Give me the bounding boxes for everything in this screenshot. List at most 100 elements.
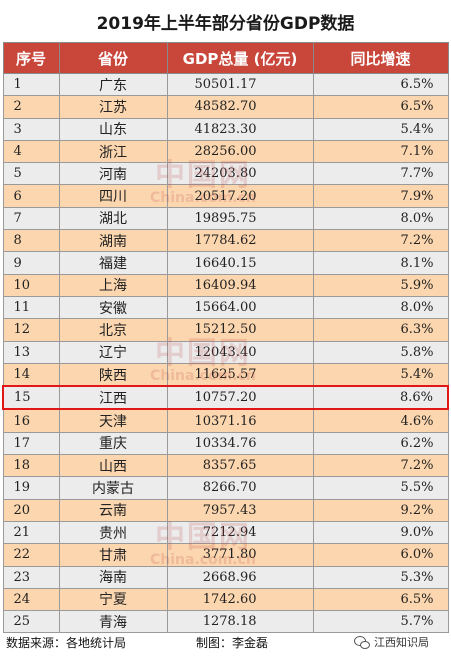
- cell-gdp: 10334.76: [166, 431, 314, 456]
- table-row: 23 海南 2668.96 5.3%: [2, 565, 449, 589]
- cell-growth: 5.3%: [312, 565, 449, 589]
- cell-gdp: 3771.80: [166, 543, 314, 567]
- table-row: 14 陕西 11625.57 5.4%: [2, 362, 449, 387]
- cell-no: 10: [2, 273, 60, 297]
- cell-gdp: 20517.20: [166, 184, 314, 208]
- table-row: 17 重庆 10334.76 6.2%: [2, 431, 449, 456]
- cell-gdp: 11625.57: [166, 362, 314, 387]
- table-row: 11 安徽 15664.00 8.0%: [2, 295, 449, 320]
- cell-growth: 7.9%: [312, 184, 449, 208]
- page-title: 2019年上半年部分省份GDP数据: [96, 13, 355, 34]
- cell-province: 河南: [58, 162, 168, 186]
- cell-growth: 7.1%: [312, 139, 449, 164]
- cell-growth: 5.9%: [312, 273, 449, 297]
- cell-province: 甘肃: [58, 543, 168, 567]
- cell-province: 北京: [58, 318, 168, 342]
- cell-no: 11: [2, 295, 60, 320]
- cell-gdp: 16409.94: [166, 273, 314, 297]
- cell-growth: 6.5%: [312, 587, 449, 612]
- table-row-highlighted: 15 江西 10757.20 8.6%: [2, 385, 449, 411]
- cell-gdp: 7957.43: [166, 498, 314, 522]
- table-row: 5 河南 24203.80 7.7%: [2, 162, 449, 186]
- cell-no: 21: [2, 520, 60, 545]
- table-row: 2 江苏 48582.70 6.5%: [2, 95, 449, 119]
- cell-gdp: 50501.17: [166, 72, 314, 97]
- table-row: 16 天津 10371.16 4.6%: [2, 408, 449, 433]
- table-body: 1 广东 50501.17 6.5% 2 江苏 48582.70 6.5% 3 山东 41823.3…: [2, 72, 449, 634]
- cell-growth: 5.5%: [312, 476, 449, 500]
- cell-growth: 7.2%: [312, 229, 449, 253]
- cell-province: 青海: [58, 610, 168, 634]
- cell-growth: 8.0%: [312, 295, 449, 320]
- cell-growth: 5.8%: [312, 340, 449, 364]
- cell-growth: 7.7%: [312, 162, 449, 186]
- cell-no: 13: [2, 340, 60, 364]
- cell-gdp: 7212.94: [166, 520, 314, 545]
- table-row: 24 宁夏 1742.60 6.5%: [2, 587, 449, 612]
- table-row: 20 云南 7957.43 9.2%: [2, 498, 449, 522]
- table-row: 4 浙江 28256.00 7.1%: [2, 139, 449, 164]
- cell-gdp: 19895.75: [166, 206, 314, 231]
- cell-gdp: 48582.70: [166, 95, 314, 119]
- cell-growth: 7.2%: [312, 454, 449, 478]
- table-row: 1 广东 50501.17 6.5%: [2, 72, 449, 97]
- cell-no: 20: [2, 498, 60, 522]
- cell-province: 贵州: [58, 520, 168, 545]
- cell-province: 天津: [58, 408, 168, 433]
- table-row: 6 四川 20517.20 7.9%: [2, 184, 449, 208]
- cell-growth: 9.2%: [312, 498, 449, 522]
- cell-province: 重庆: [58, 431, 168, 456]
- cell-province: 辽宁: [58, 340, 168, 364]
- cell-gdp: 12043.40: [166, 340, 314, 364]
- header-growth: 同比增速: [312, 42, 449, 74]
- cell-gdp: 15664.00: [166, 295, 314, 320]
- cell-no: 15: [2, 385, 60, 411]
- cell-gdp: 28256.00: [166, 139, 314, 164]
- cell-no: 22: [2, 543, 60, 567]
- cell-growth: 5.4%: [312, 362, 449, 387]
- cell-gdp: 24203.80: [166, 162, 314, 186]
- table-row: 3 山东 41823.30 5.4%: [2, 117, 449, 141]
- cell-growth: 9.0%: [312, 520, 449, 545]
- cell-gdp: 8266.70: [166, 476, 314, 500]
- cell-no: 7: [2, 206, 60, 231]
- footer-brand-label: 江西知识局: [374, 636, 429, 649]
- footer: 数据来源：各地统计局 制图：李金磊 江西知识局: [0, 626, 451, 660]
- cell-no: 9: [2, 251, 60, 275]
- cell-gdp: 2668.96: [166, 565, 314, 589]
- cell-province: 江苏: [58, 95, 168, 119]
- cell-no: 6: [2, 184, 60, 208]
- table-row: 21 贵州 7212.94 9.0%: [2, 520, 449, 545]
- cell-province: 陕西: [58, 362, 168, 387]
- table-row: 8 湖南 17784.62 7.2%: [2, 229, 449, 253]
- footer-brand: 江西知识局: [354, 634, 429, 650]
- table-row: 22 甘肃 3771.80 6.0%: [2, 543, 449, 567]
- cell-province: 江西: [58, 385, 168, 411]
- header-no: 序号: [2, 42, 60, 74]
- cell-no: 1: [2, 72, 60, 97]
- cell-gdp: 17784.62: [166, 229, 314, 253]
- cell-growth: 8.6%: [312, 385, 449, 411]
- cell-province: 福建: [58, 251, 168, 275]
- cell-no: 4: [2, 139, 60, 164]
- cell-no: 17: [2, 431, 60, 456]
- table-row: 18 山西 8357.65 7.2%: [2, 454, 449, 478]
- cell-province: 湖北: [58, 206, 168, 231]
- cell-province: 宁夏: [58, 587, 168, 612]
- cell-province: 山西: [58, 454, 168, 478]
- cell-growth: 6.5%: [312, 95, 449, 119]
- cell-no: 19: [2, 476, 60, 500]
- table-header-row: 序号 省份 GDP总量 (亿元) 同比增速: [2, 42, 449, 74]
- cell-province: 云南: [58, 498, 168, 522]
- gdp-table: 序号 省份 GDP总量 (亿元) 同比增速 1 广东 50501.17 6.5% 2 江苏…: [2, 42, 449, 634]
- cell-no: 12: [2, 318, 60, 342]
- cell-province: 山东: [58, 117, 168, 141]
- table-row: 9 福建 16640.15 8.1%: [2, 251, 449, 275]
- cell-growth: 4.6%: [312, 408, 449, 433]
- cell-province: 内蒙古: [58, 476, 168, 500]
- table-row: 12 北京 15212.50 6.3%: [2, 318, 449, 342]
- cell-growth: 6.3%: [312, 318, 449, 342]
- cell-no: 14: [2, 362, 60, 387]
- cell-gdp: 10757.20: [166, 385, 314, 411]
- cell-province: 广东: [58, 72, 168, 97]
